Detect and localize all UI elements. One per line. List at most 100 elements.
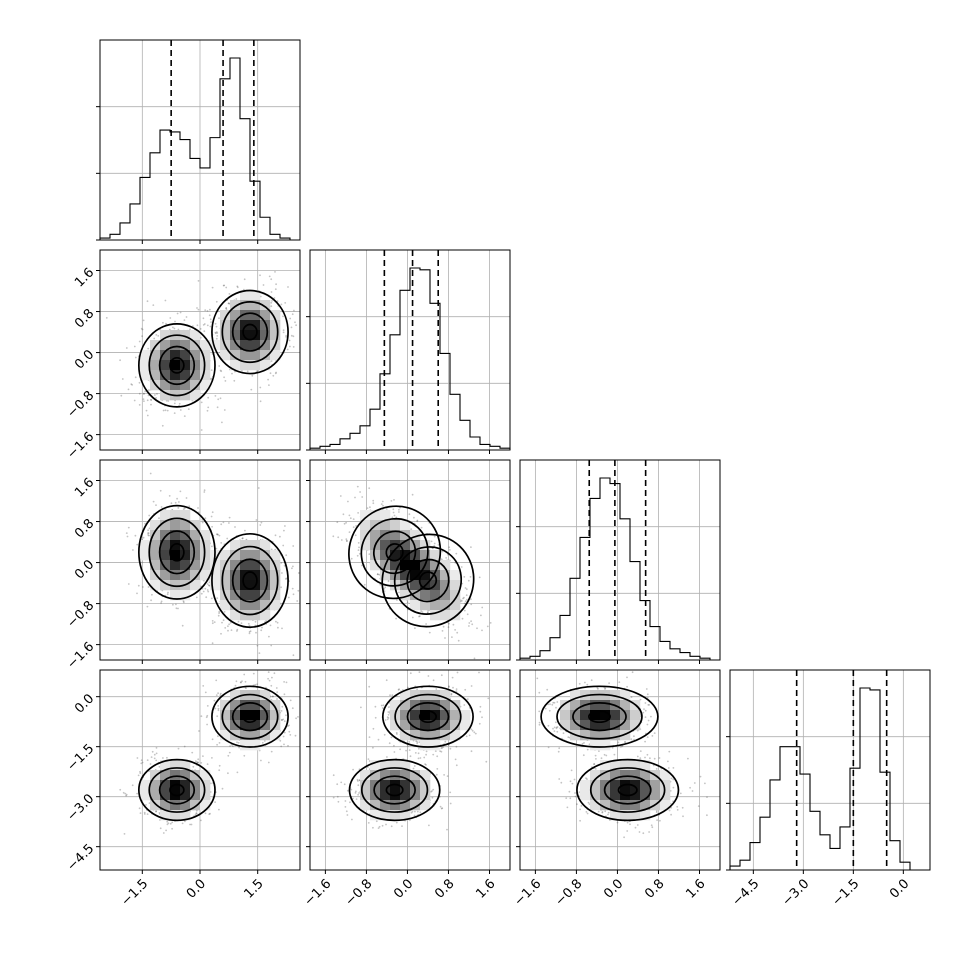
scatter-point xyxy=(295,735,297,737)
scatter-point xyxy=(192,766,194,768)
scatter-point xyxy=(386,508,388,510)
density-cell xyxy=(170,570,180,580)
scatter-point xyxy=(165,300,167,302)
scatter-point xyxy=(253,673,255,675)
scatter-point xyxy=(279,536,281,538)
scatter-point xyxy=(167,593,169,595)
scatter-point xyxy=(206,724,208,726)
scatter-point xyxy=(139,807,141,809)
scatter-point xyxy=(223,376,225,378)
scatter-point xyxy=(167,410,169,412)
scatter-point xyxy=(197,324,199,326)
density-cell xyxy=(450,570,460,580)
scatter-point xyxy=(369,506,371,508)
scatter-point xyxy=(292,313,294,315)
scatter-point xyxy=(215,323,217,325)
scatter-point xyxy=(211,526,213,528)
y-tick-label: 1.6 xyxy=(72,265,97,290)
scatter-point xyxy=(291,327,293,329)
scatter-point xyxy=(381,503,383,505)
scatter-point xyxy=(184,746,186,748)
scatter-point xyxy=(291,335,293,337)
scatter-point xyxy=(332,535,334,537)
panel-2-1 xyxy=(306,460,510,664)
scatter-point xyxy=(271,751,273,753)
scatter-point xyxy=(291,567,293,569)
density-cell xyxy=(450,580,460,590)
scatter-point xyxy=(209,314,211,316)
scatter-point xyxy=(277,622,279,624)
scatter-point xyxy=(201,715,203,717)
scatter-point xyxy=(347,501,349,503)
density-cell xyxy=(230,710,240,720)
scatter-point xyxy=(207,589,209,591)
y-tick-label: 0.0 xyxy=(72,557,97,582)
scatter-point xyxy=(262,742,264,744)
scatter-point xyxy=(142,586,144,588)
scatter-point xyxy=(203,317,205,319)
scatter-point xyxy=(234,526,236,528)
scatter-point xyxy=(177,608,179,610)
scatter-point xyxy=(162,757,164,759)
scatter-point xyxy=(128,389,130,391)
scatter-point xyxy=(201,402,203,404)
scatter-point xyxy=(177,507,179,509)
y-tick-label: −4.5 xyxy=(64,841,97,874)
scatter-point xyxy=(167,400,169,402)
scatter-point xyxy=(119,359,121,361)
scatter-point xyxy=(228,623,230,625)
panel-1-1 xyxy=(306,250,510,454)
y-tick-label: −1.5 xyxy=(64,741,97,774)
scatter-point xyxy=(271,360,273,362)
scatter-point xyxy=(364,584,366,586)
scatter-point xyxy=(481,630,483,632)
scatter-point xyxy=(126,532,128,534)
scatter-point xyxy=(171,828,173,830)
density-cell xyxy=(150,770,160,780)
scatter-point xyxy=(178,501,180,503)
density-cell xyxy=(190,520,200,530)
scatter-point xyxy=(243,755,245,757)
y-tick-label: −1.6 xyxy=(64,639,97,672)
scatter-point xyxy=(218,708,220,710)
scatter-point xyxy=(394,515,396,517)
scatter-point xyxy=(441,558,443,560)
scatter-point xyxy=(229,293,231,295)
y-tick-label: −0.8 xyxy=(64,388,97,421)
scatter-point xyxy=(428,675,430,677)
scatter-point xyxy=(165,830,167,832)
scatter-point xyxy=(398,592,400,594)
density-cell xyxy=(170,560,180,570)
scatter-point xyxy=(283,329,285,331)
scatter-point xyxy=(147,300,149,302)
scatter-point xyxy=(275,283,277,285)
scatter-point xyxy=(345,538,347,540)
scatter-point xyxy=(259,524,261,526)
scatter-point xyxy=(270,372,272,374)
scatter-point xyxy=(186,497,188,499)
scatter-point xyxy=(448,623,450,625)
scatter-point xyxy=(355,534,357,536)
scatter-point xyxy=(212,620,214,622)
scatter-point xyxy=(219,742,221,744)
scatter-point xyxy=(481,607,483,609)
scatter-point xyxy=(254,684,256,686)
scatter-point xyxy=(207,705,209,707)
density-cell xyxy=(260,710,270,720)
scatter-point xyxy=(180,491,182,493)
scatter-point xyxy=(268,384,270,386)
scatter-point xyxy=(466,599,468,601)
scatter-point xyxy=(470,604,472,606)
scatter-point xyxy=(200,820,202,822)
scatter-point xyxy=(228,522,230,524)
scatter-point xyxy=(225,287,227,289)
scatter-point xyxy=(153,338,155,340)
scatter-point xyxy=(179,403,181,405)
density-cell xyxy=(180,790,190,800)
scatter-point xyxy=(207,410,209,412)
scatter-point xyxy=(153,501,155,503)
scatter-point xyxy=(280,586,282,588)
scatter-point xyxy=(174,328,176,330)
scatter-point xyxy=(182,823,184,825)
